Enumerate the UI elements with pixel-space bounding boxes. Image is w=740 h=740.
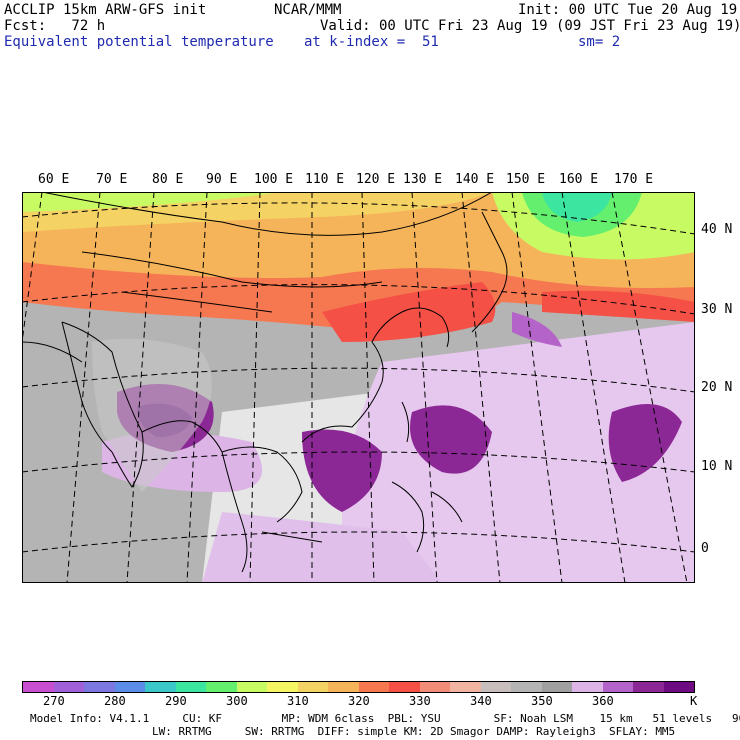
lon-label: 150 E — [506, 172, 546, 187]
lat-label: 30 N — [701, 302, 733, 317]
colorbar-tick: 330 — [409, 694, 431, 708]
lon-label: 90 E — [206, 172, 238, 187]
colorbar-segment — [114, 682, 145, 692]
forecast-hour: Fcst: 72 h — [4, 18, 106, 34]
colorbar-segment — [602, 682, 633, 692]
colorbar-tick: 290 — [165, 694, 187, 708]
lat-label: 40 N — [701, 222, 733, 237]
colorbar — [22, 681, 695, 693]
colorbar-segment — [236, 682, 267, 692]
field-lilac-region — [342, 322, 695, 583]
colorbar-segment — [53, 682, 84, 692]
field-lightgreen-band — [22, 192, 282, 212]
colorbar-segment — [328, 682, 359, 692]
field-level: at k-index = 51 — [304, 34, 439, 50]
colorbar-segment — [663, 682, 694, 692]
colorbar-segment — [145, 682, 176, 692]
theta-e-map — [22, 192, 695, 583]
graticule — [22, 192, 695, 583]
colorbar-segment — [23, 682, 54, 692]
colorbar-segment — [541, 682, 572, 692]
lon-label: 100 E — [254, 172, 294, 187]
lon-label: 140 E — [455, 172, 495, 187]
field-red-core — [322, 282, 496, 342]
colorbar-segment — [450, 682, 481, 692]
colorbar-tick: 340 — [470, 694, 492, 708]
colorbar-tick: 320 — [348, 694, 370, 708]
colorbar-segment — [511, 682, 542, 692]
lon-label: 60 E — [38, 172, 70, 187]
init-time: Init: 00 UTC Tue 20 Aug 19 — [518, 2, 738, 18]
colorbar-segment — [419, 682, 450, 692]
colorbar-segment — [358, 682, 389, 692]
institution-label: NCAR/MMM — [274, 2, 342, 18]
colorbar-segment — [84, 682, 115, 692]
colorbar-segment — [389, 682, 420, 692]
lon-label: 110 E — [305, 172, 345, 187]
colorbar-unit: K — [690, 694, 698, 708]
field-purple-east-sea — [512, 312, 562, 347]
field-purple-central-pacific — [608, 404, 682, 482]
colorbar-tick: 300 — [226, 694, 248, 708]
colorbar-tick: 280 — [104, 694, 126, 708]
lat-label: 10 N — [701, 459, 733, 474]
colorbar-segment — [175, 682, 206, 692]
model-info-line1: Model Info: V4.1.1 CU: KF MP: WDM 6class… — [30, 712, 740, 725]
colorbar-tick: 310 — [287, 694, 309, 708]
field-red-pacific — [542, 290, 695, 322]
lon-label: 160 E — [559, 172, 599, 187]
valid-time: Valid: 00 UTC Fri 23 Aug 19 (09 JST Fri … — [320, 18, 740, 34]
colorbar-segment — [297, 682, 328, 692]
colorbar-tick: 270 — [43, 694, 65, 708]
lon-label: 70 E — [96, 172, 128, 187]
lat-label: 20 N — [701, 380, 733, 395]
colorbar-tick: 360 — [592, 694, 614, 708]
colorbar-segment — [267, 682, 298, 692]
coastlines — [22, 192, 508, 573]
lon-label: 80 E — [152, 172, 184, 187]
colorbar-segment — [206, 682, 237, 692]
field-purple-philippine-sea — [410, 405, 492, 474]
field-purple-scs — [302, 429, 382, 512]
map-frame — [22, 192, 695, 583]
lon-label: 130 E — [403, 172, 443, 187]
lon-label: 120 E — [356, 172, 396, 187]
field-name: Equivalent potential temperature — [4, 34, 274, 50]
colorbar-segment — [572, 682, 603, 692]
lon-label: 170 E — [614, 172, 654, 187]
model-title: ACCLIP 15km ARW-GFS init — [4, 2, 207, 18]
lat-label: 0 — [701, 541, 709, 556]
field-pacific-cyan — [542, 192, 612, 222]
field-lilac-equator — [202, 512, 442, 583]
colorbar-segment — [480, 682, 511, 692]
colorbar-segment — [633, 682, 664, 692]
model-info-line2: LW: RRTMG SW: RRTMG DIFF: simple KM: 2D … — [152, 725, 676, 738]
smoothing-label: sm= 2 — [578, 34, 621, 50]
colorbar-tick: 350 — [531, 694, 553, 708]
